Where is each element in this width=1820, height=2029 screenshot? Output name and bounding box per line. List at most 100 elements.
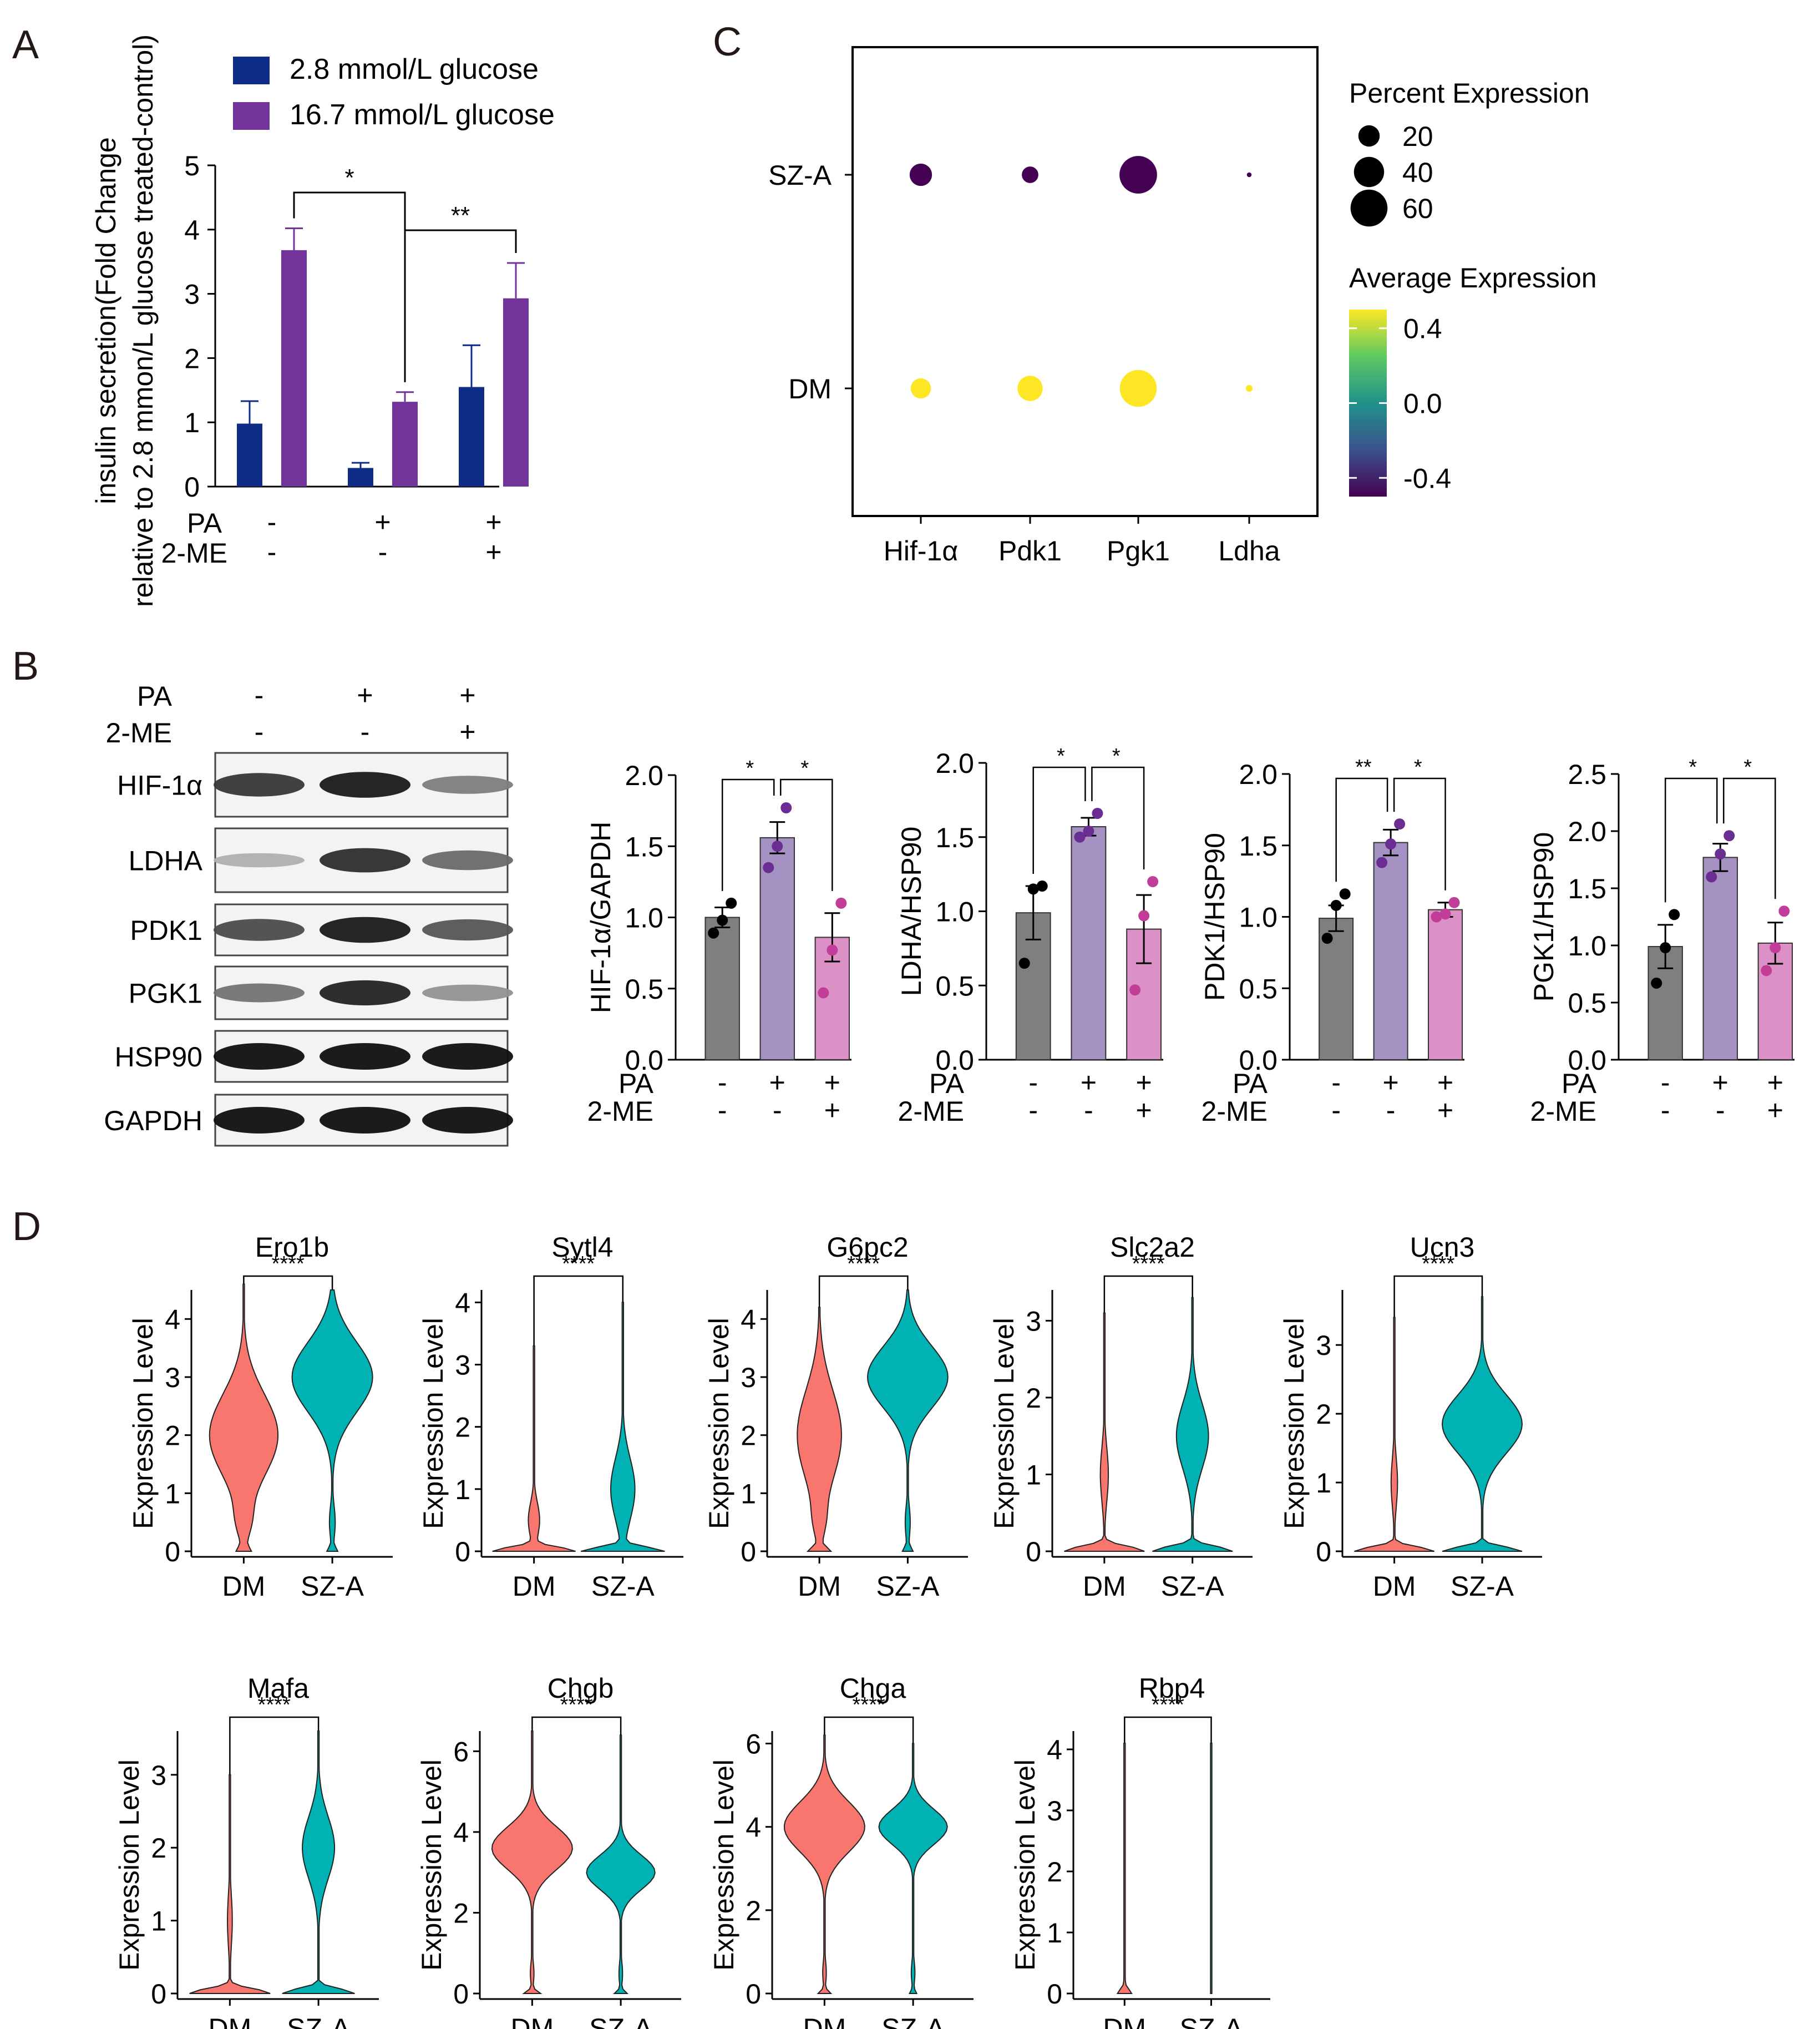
sig-label: * (1689, 756, 1697, 779)
bar (237, 423, 262, 487)
data-point (1770, 942, 1781, 954)
violin-dm (491, 1731, 573, 1994)
me-sign: - (1084, 1095, 1093, 1126)
sig-bracket (1032, 766, 1086, 874)
y-axis-label: relative to 2.8 mmon/L glucose treated-c… (128, 34, 159, 607)
bar (704, 917, 740, 1060)
color-legend-title: Average Expression (1349, 262, 1597, 294)
y-tick-label: 0 (1047, 1979, 1062, 2010)
sig-label: **** (1152, 1693, 1184, 1717)
violin-dm (1064, 1312, 1145, 1552)
group-label: SZ-A (591, 1571, 655, 1602)
y-tick-label: 3 (151, 1760, 166, 1791)
y-axis-label: HIF-1α/GAPDH (585, 822, 616, 1014)
group-label: DM (513, 1571, 556, 1602)
data-point (1669, 909, 1680, 920)
group-label: DM (1103, 2013, 1146, 2029)
y-tick-label: 2.0 (625, 760, 663, 791)
violin-dm (783, 1734, 865, 1994)
sig-label: **** (847, 1252, 880, 1276)
y-tick-label: 0 (1316, 1536, 1331, 1567)
bar (759, 837, 795, 1060)
violin-sz-a (878, 1743, 948, 1994)
y-tick-label: 1 (1047, 1917, 1062, 1949)
data-point (1036, 881, 1048, 892)
data-point (1439, 908, 1451, 920)
blot-me-sign: + (459, 716, 475, 747)
violin-sz-a (866, 1289, 949, 1552)
me-sign: + (485, 537, 501, 568)
y-tick-label: 3 (184, 279, 200, 310)
expression-dot (1022, 166, 1038, 183)
y-tick-label: 0.0 (625, 1045, 663, 1076)
pa-sign: + (1136, 1067, 1152, 1098)
gene-title: Chgb (547, 1673, 614, 1704)
legend-swatch (233, 57, 270, 84)
panel-label-a: A (12, 23, 39, 67)
y-tick-label: 3 (741, 1362, 756, 1393)
data-point (772, 841, 783, 852)
data-point (1147, 876, 1159, 887)
y-axis-label: Expression Level (1010, 1759, 1041, 1971)
pa-sign: - (1028, 1067, 1038, 1098)
sig-label: * (344, 164, 354, 191)
data-point (1330, 899, 1342, 911)
gene-label: Pgk1 (1107, 535, 1170, 566)
blot-band (320, 1107, 410, 1134)
sig-bracket (1124, 1716, 1212, 1744)
sig-bracket (1335, 777, 1388, 882)
gene-title: Sytl4 (551, 1232, 613, 1263)
gene-title: Ero1b (255, 1232, 329, 1263)
data-point (1706, 871, 1717, 883)
group-label: SZ-A (301, 1571, 364, 1602)
data-point (818, 987, 829, 999)
y-tick-label: 0.0 (1239, 1045, 1277, 1076)
y-tick-label: 2 (455, 1412, 470, 1443)
blot-band (214, 1107, 305, 1134)
data-point (1448, 897, 1460, 908)
row-label-2me: 2-ME (1530, 1096, 1596, 1127)
y-tick-label: 2 (453, 1898, 469, 1929)
panel-a-bar-chart: 2.8 mmol/L glucose 16.7 mmol/L glucose 0 1 2… (90, 34, 555, 607)
group-label: SZ-A (1161, 1571, 1225, 1602)
row-label-pa: PA (1233, 1068, 1268, 1099)
expression-dot (1245, 384, 1253, 392)
pa-sign: + (1437, 1067, 1453, 1098)
expression-dot (1246, 172, 1252, 178)
y-tick-label: 6 (453, 1736, 469, 1767)
row-label-2me: 2-ME (587, 1096, 653, 1127)
y-axis-label: Expression Level (128, 1318, 159, 1529)
blot-band (320, 1043, 410, 1070)
y-tick-label: 0 (453, 1979, 469, 2010)
group-label: SZ-A (768, 160, 832, 191)
y-tick-label: 0 (184, 472, 200, 503)
y-tick-label: 0.0 (1568, 1045, 1606, 1076)
y-tick-label: 0 (746, 1979, 761, 2010)
y-tick-label: 0.5 (935, 970, 974, 1001)
me-sign: - (718, 1095, 727, 1126)
group-label: DM (222, 1571, 265, 1602)
group-label: SZ-A (287, 2013, 351, 2029)
y-tick-label: 1 (741, 1478, 756, 1509)
y-tick-label: 1.0 (1568, 930, 1606, 962)
expression-dot (1119, 156, 1157, 194)
group-label: DM (798, 1571, 841, 1602)
violin-sz-a (291, 1289, 373, 1552)
pa-sign: + (485, 507, 501, 538)
group-label: DM (1373, 1571, 1416, 1602)
me-sign: + (1136, 1095, 1152, 1126)
gene-label: Hif-1α (884, 535, 958, 566)
violin-sz-a (1441, 1296, 1523, 1552)
me-sign: - (1661, 1095, 1670, 1126)
blot-band (214, 1043, 305, 1070)
row-label-2me: 2-ME (1201, 1096, 1268, 1127)
data-point (1092, 807, 1103, 819)
bar (1071, 826, 1107, 1061)
y-tick-label: 0.5 (625, 974, 663, 1005)
row-label-pa: PA (187, 508, 222, 539)
y-axis-label: insulin secretion(Fold Change (90, 137, 121, 504)
y-tick-label: 2 (741, 1420, 756, 1451)
